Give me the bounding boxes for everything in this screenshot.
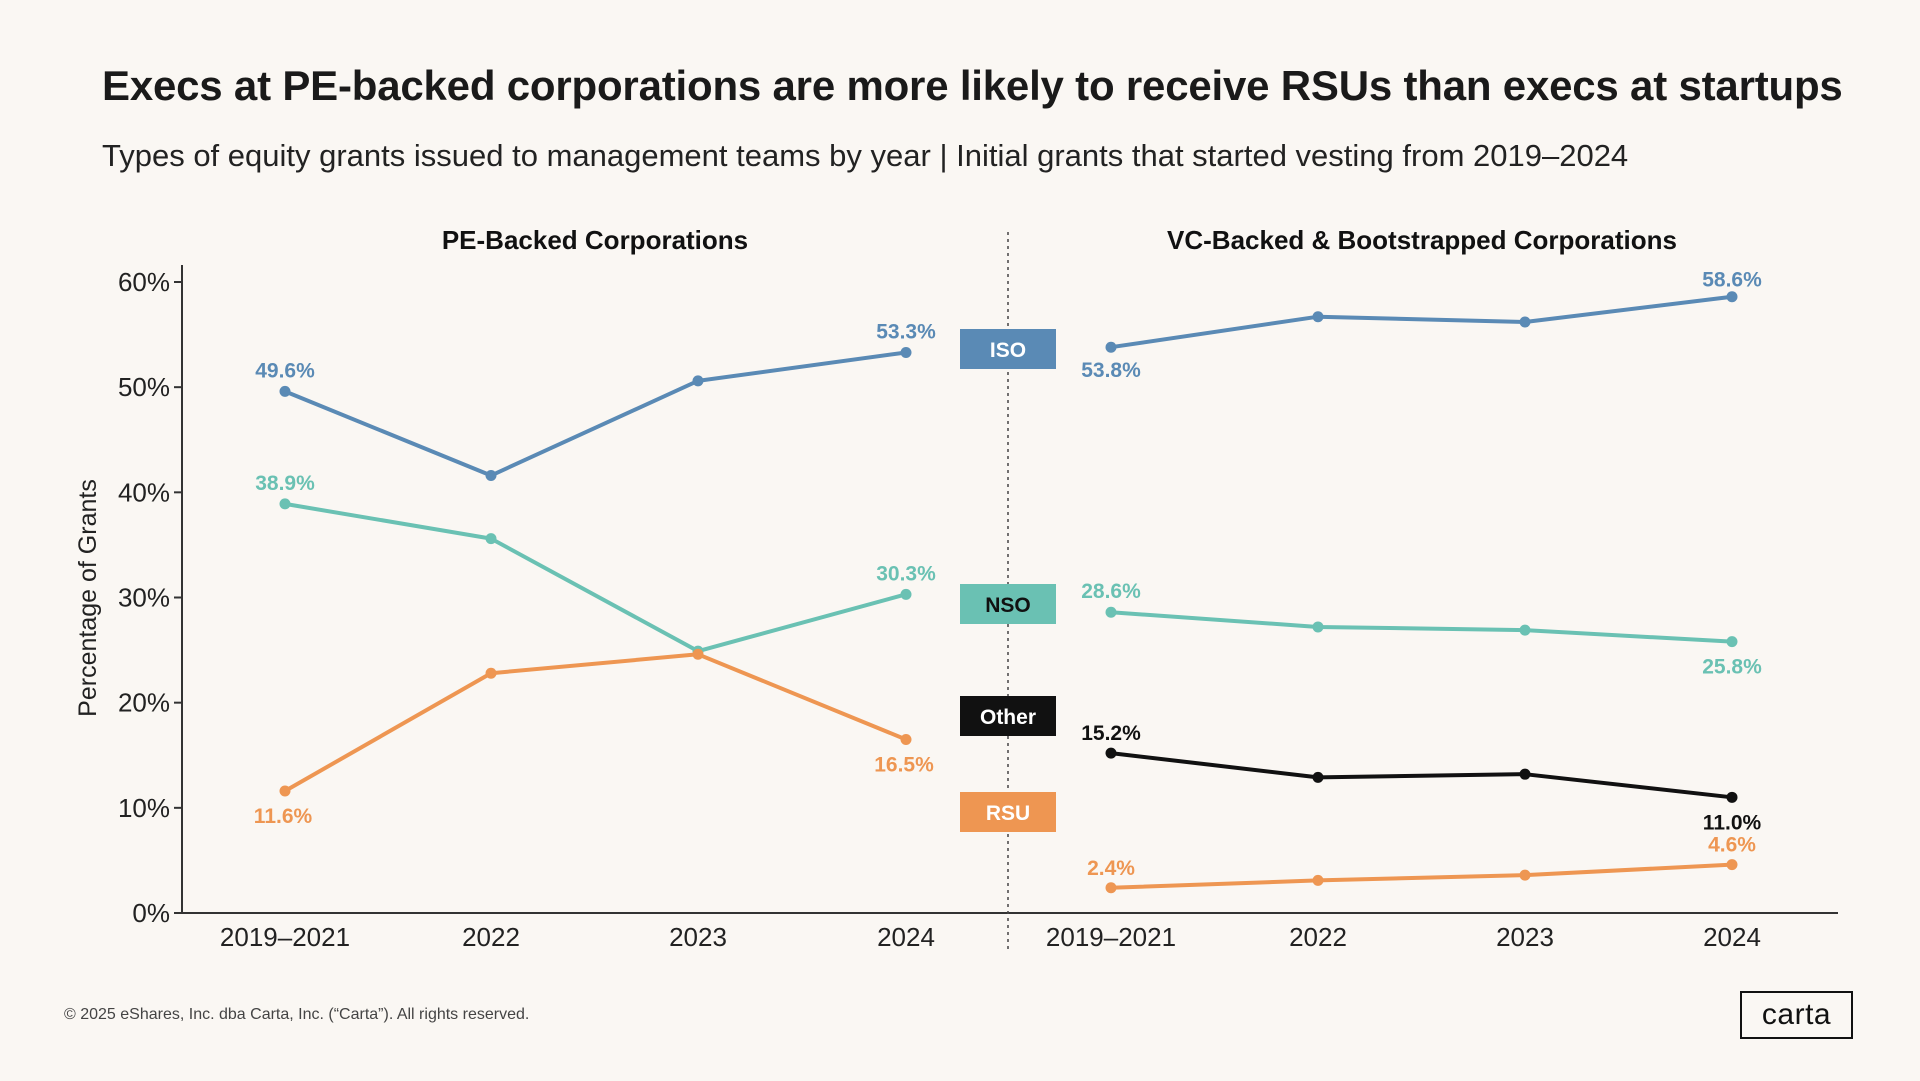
point-iso-2019-2021 xyxy=(1105,341,1117,353)
line-rsu-panel1 xyxy=(283,652,908,794)
point-iso-2024 xyxy=(900,346,912,358)
point-rsu-2024 xyxy=(1726,859,1738,871)
point-other-2024 xyxy=(1726,791,1738,803)
data-label-iso: 53.3% xyxy=(876,320,936,343)
data-label-iso: 53.8% xyxy=(1081,359,1141,382)
legend-label-rsu: RSU xyxy=(986,802,1030,825)
point-nso-2019-2021 xyxy=(279,498,291,510)
x-tick-label: 2023 xyxy=(1496,922,1554,952)
x-tick-label: 2024 xyxy=(1703,922,1761,952)
x-tick-label: 2022 xyxy=(1289,922,1347,952)
point-nso-2019-2021 xyxy=(1105,606,1117,618)
point-other-2022 xyxy=(1312,771,1324,783)
data-label-nso: 38.9% xyxy=(255,472,315,495)
legend-label-other: Other xyxy=(980,706,1036,729)
legend: ISO NSO Other RSU xyxy=(960,329,1056,832)
data-label-iso: 49.6% xyxy=(255,359,315,382)
data-label-other: 11.0% xyxy=(1703,811,1762,834)
data-label-nso: 30.3% xyxy=(876,562,936,585)
point-nso-2024 xyxy=(900,588,912,600)
point-nso-2024 xyxy=(1726,636,1738,648)
x-tick-label: 2023 xyxy=(669,922,727,952)
point-rsu-2019-2021 xyxy=(1105,882,1117,894)
y-tick-label: 20% xyxy=(118,688,170,718)
legend-label-iso: ISO xyxy=(990,339,1026,362)
copyright-notice: © 2025 eShares, Inc. dba Carta, Inc. (“C… xyxy=(64,1006,530,1023)
point-iso-2022 xyxy=(1312,311,1324,323)
line-iso-panel2 xyxy=(1109,294,1734,350)
chart-subtitle: Types of equity grants issued to managem… xyxy=(102,138,1629,173)
legend-box-other xyxy=(960,696,1056,736)
panel-title: PE-Backed Corporations xyxy=(442,225,748,255)
x-tick-label: 2024 xyxy=(877,922,935,952)
y-tick-label: 0% xyxy=(132,898,170,928)
carta-logo-text: carta xyxy=(1761,998,1832,1031)
point-iso-2023 xyxy=(1519,316,1531,328)
y-tick-label: 30% xyxy=(118,583,170,613)
data-label-other: 15.2% xyxy=(1081,722,1141,745)
point-rsu-2022 xyxy=(1312,874,1324,886)
point-iso-2024 xyxy=(1726,291,1738,303)
axes: 0% 10% 20% 30% 40% 50% 60% Percentage of Grants… xyxy=(74,225,1838,952)
point-other-2023 xyxy=(1519,768,1531,780)
point-iso-2022 xyxy=(485,470,497,482)
point-rsu-2023 xyxy=(692,648,704,660)
data-label-iso: 58.6% xyxy=(1702,269,1762,292)
point-rsu-2019-2021 xyxy=(279,785,291,797)
series-lines xyxy=(283,294,1734,890)
y-tick-label: 10% xyxy=(118,793,170,823)
y-axis-title: Percentage of Grants xyxy=(74,479,102,717)
point-nso-2022 xyxy=(1312,621,1324,633)
line-iso-panel1 xyxy=(283,350,908,478)
legend-box-nso xyxy=(960,584,1056,624)
series-points xyxy=(279,291,1738,894)
line-nso-panel1 xyxy=(283,501,908,654)
data-label-rsu: 11.6% xyxy=(254,805,313,828)
legend-box-rsu xyxy=(960,792,1056,832)
data-labels: 49.6% 53.3% 38.9% 30.3% 11.6% 16.5% 53.8% 58.6%… xyxy=(254,269,1762,880)
y-tick-label: 60% xyxy=(118,267,170,297)
point-other-2019-2021 xyxy=(1105,747,1117,759)
y-tick-label: 50% xyxy=(118,372,170,402)
line-other-panel2 xyxy=(1109,751,1734,800)
x-tick-label: 2022 xyxy=(462,922,520,952)
carta-logo[interactable]: carta xyxy=(1740,991,1853,1039)
legend-box-iso xyxy=(960,329,1056,369)
y-tick-label: 40% xyxy=(118,477,170,507)
data-label-rsu: 2.4% xyxy=(1087,857,1135,880)
data-label-nso: 25.8% xyxy=(1702,656,1762,679)
point-nso-2022 xyxy=(485,533,497,545)
point-nso-2023 xyxy=(1519,624,1531,636)
line-rsu-panel2 xyxy=(1109,862,1734,890)
panel-title: VC-Backed & Bootstrapped Corporations xyxy=(1167,225,1677,255)
data-label-rsu: 16.5% xyxy=(874,753,934,776)
line-nso-panel2 xyxy=(1109,610,1734,644)
data-label-rsu: 4.6% xyxy=(1708,834,1756,857)
point-rsu-2024 xyxy=(900,733,912,745)
point-iso-2023 xyxy=(692,375,704,387)
x-tick-label: 2019–2021 xyxy=(1046,922,1176,952)
x-tick-label: 2019–2021 xyxy=(220,922,350,952)
legend-label-nso: NSO xyxy=(985,594,1031,617)
point-rsu-2023 xyxy=(1519,869,1531,881)
point-iso-2019-2021 xyxy=(279,385,291,397)
chart-title: Execs at PE-backed corporations are more… xyxy=(102,62,1843,109)
point-rsu-2022 xyxy=(485,667,497,679)
data-label-nso: 28.6% xyxy=(1081,580,1141,603)
